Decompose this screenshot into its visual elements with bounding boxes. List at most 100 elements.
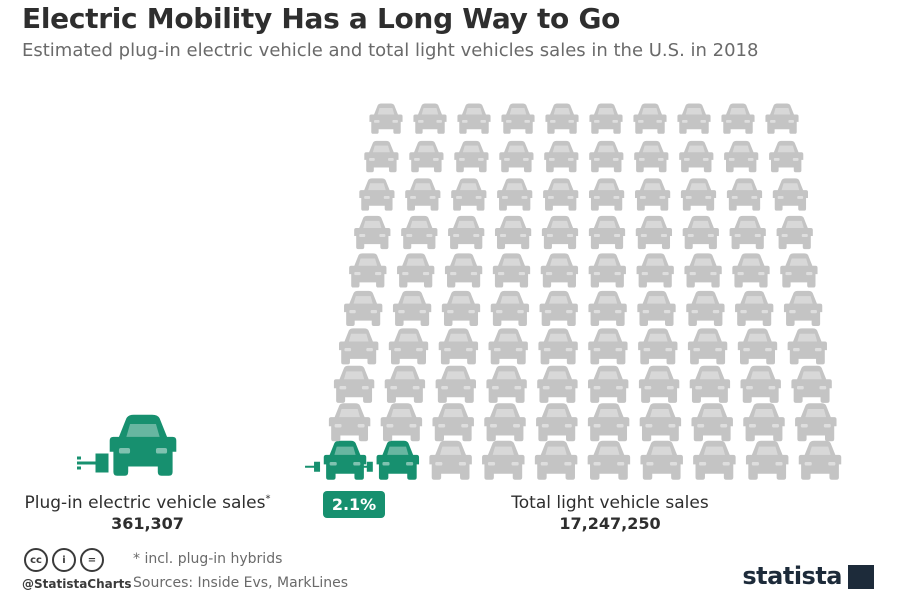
car-icon xyxy=(444,253,483,288)
attribution-icon: i xyxy=(52,548,76,572)
car-icon xyxy=(497,178,533,211)
car-icon xyxy=(737,328,778,365)
car-icon xyxy=(540,253,579,288)
cc-icon: cc xyxy=(24,548,48,572)
car-icon xyxy=(537,365,578,403)
footnote: * incl. plug-in hybrids xyxy=(133,551,283,567)
car-icon xyxy=(492,253,531,288)
social-handle[interactable]: @StatistaCharts xyxy=(22,577,132,591)
car-icon xyxy=(490,290,530,326)
total-sales-title: Total light vehicle sales xyxy=(511,493,709,513)
car-icon xyxy=(735,290,774,326)
car-icon xyxy=(333,365,375,403)
car-icon xyxy=(682,215,719,250)
car-icon xyxy=(638,365,680,403)
car-icon xyxy=(787,328,827,365)
car-icon xyxy=(588,365,629,403)
car-icon xyxy=(587,440,631,480)
car-icon xyxy=(589,140,624,173)
car-icon xyxy=(634,140,669,173)
car-icon xyxy=(588,328,628,365)
car-icon xyxy=(791,365,832,403)
no-derivatives-icon: = xyxy=(80,548,104,572)
car-icon xyxy=(448,215,485,250)
ev-sales-label: Plug-in electric vehicle sales* 361,307 xyxy=(20,493,275,533)
car-icon xyxy=(686,290,725,326)
car-icon xyxy=(543,178,579,211)
car-icon xyxy=(798,440,842,480)
car-icon xyxy=(724,140,759,173)
car-icon xyxy=(454,140,489,173)
car-icon xyxy=(486,365,527,403)
ev-car-icon xyxy=(323,440,367,480)
car-icon xyxy=(740,365,781,403)
car-icon xyxy=(482,440,525,480)
car-icon xyxy=(689,365,731,403)
car-icon xyxy=(726,178,763,211)
car-icon xyxy=(772,178,809,211)
car-icon xyxy=(588,290,627,326)
car-icon xyxy=(776,215,813,250)
car-icon xyxy=(369,103,403,134)
car-icon xyxy=(344,290,383,326)
chart-subtitle: Estimated plug-in electric vehicle and t… xyxy=(22,40,759,61)
car-icon xyxy=(539,290,578,326)
car-icon xyxy=(384,365,426,403)
car-icon xyxy=(636,253,674,288)
statista-logo-text[interactable]: statista xyxy=(742,562,842,590)
car-icon xyxy=(633,103,667,134)
car-icon xyxy=(494,215,532,250)
car-icon xyxy=(429,440,472,480)
large-ev-car-icon xyxy=(109,414,177,476)
car-icon xyxy=(634,178,671,211)
ev-car-icon xyxy=(376,440,420,480)
car-icon xyxy=(640,440,683,480)
car-icon xyxy=(409,140,444,173)
car-icon xyxy=(684,253,722,288)
car-icon xyxy=(392,290,432,326)
car-icon xyxy=(349,253,387,288)
car-icon xyxy=(732,253,770,288)
car-icon xyxy=(765,103,799,134)
car-icon xyxy=(484,403,526,442)
car-icon xyxy=(397,253,435,288)
car-icon xyxy=(536,403,578,442)
car-icon xyxy=(677,103,711,134)
total-sales-label: Total light vehicle sales 17,247,250 xyxy=(490,493,730,533)
car-icon xyxy=(693,440,736,480)
car-icon xyxy=(587,403,630,442)
car-icon xyxy=(541,215,579,250)
car-icon xyxy=(729,215,766,250)
car-icon xyxy=(364,140,399,173)
car-icon xyxy=(745,440,789,480)
car-icon xyxy=(435,365,476,403)
car-icon xyxy=(588,253,626,288)
car-icon xyxy=(687,328,728,365)
car-icon xyxy=(783,290,823,326)
total-sales-value: 17,247,250 xyxy=(559,514,661,533)
large-plug-icon xyxy=(77,453,109,473)
ev-sales-title: Plug-in electric vehicle sales xyxy=(24,493,266,513)
car-icon xyxy=(679,140,714,173)
car-icon xyxy=(638,328,678,365)
car-icon xyxy=(401,215,438,250)
car-icon xyxy=(488,328,528,365)
car-icon xyxy=(413,103,447,134)
car-icon xyxy=(405,178,441,211)
car-icon xyxy=(780,253,818,288)
car-icon xyxy=(388,328,429,365)
car-icon xyxy=(588,178,625,211)
car-icon xyxy=(501,103,535,134)
car-icon xyxy=(534,440,578,480)
car-icon xyxy=(354,215,391,250)
car-icon xyxy=(538,328,578,365)
chart-title: Electric Mobility Has a Long Way to Go xyxy=(22,2,621,35)
license-icons: cc i = xyxy=(24,548,104,572)
car-icon xyxy=(441,290,481,326)
car-icon xyxy=(639,403,682,442)
car-icon xyxy=(451,178,487,211)
statista-logo-icon xyxy=(848,565,874,589)
sources: Sources: Inside Evs, MarkLines xyxy=(133,575,348,591)
ev-asterisk: * xyxy=(265,493,271,505)
